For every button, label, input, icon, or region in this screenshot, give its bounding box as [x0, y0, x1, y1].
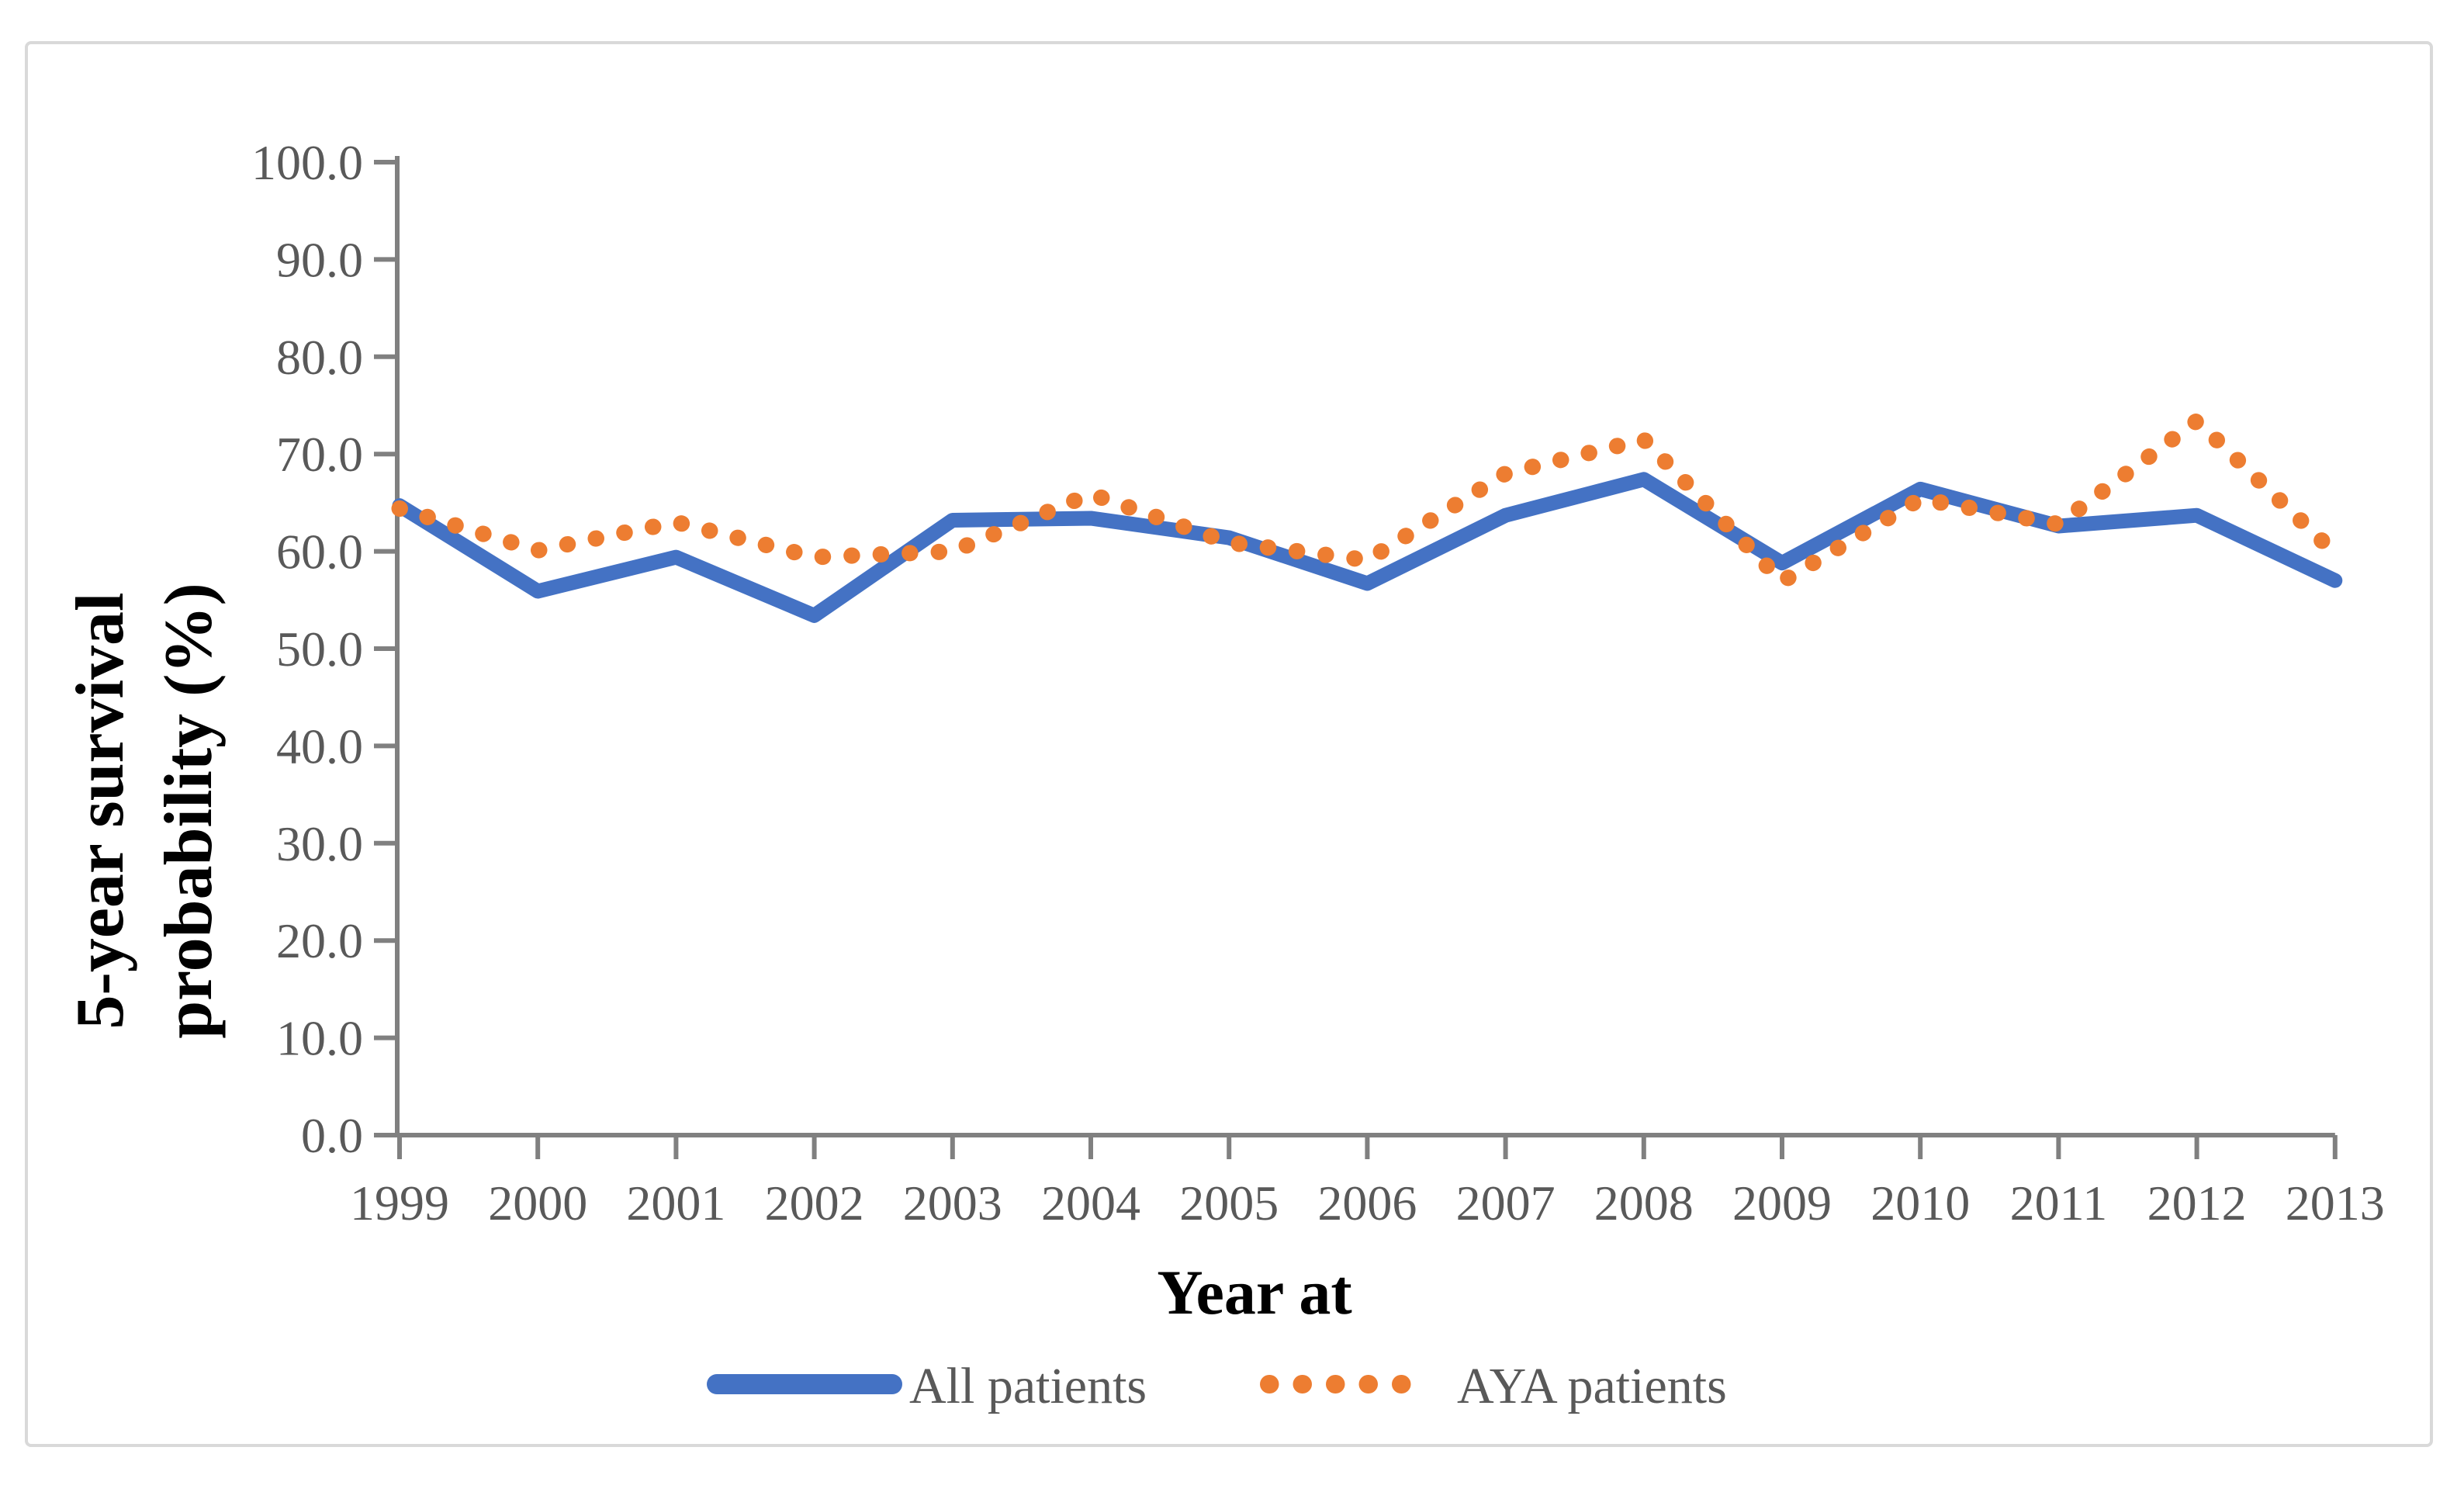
y-tick-label: 10.0 — [276, 1011, 363, 1066]
x-tick-label: 2012 — [2147, 1175, 2247, 1231]
x-axis-title: Year at — [1157, 1257, 1351, 1328]
y-tick-label: 0.0 — [301, 1108, 363, 1163]
y-tick-label: 100.0 — [251, 135, 363, 190]
y-axis-title-line2: probability (%) — [151, 583, 227, 1039]
x-tick-label: 2008 — [1594, 1175, 1694, 1231]
figure-border — [25, 41, 2433, 1447]
x-tick-label: 2010 — [1870, 1175, 1970, 1231]
y-tick-label: 20.0 — [276, 913, 363, 968]
x-tick-label: 2002 — [765, 1175, 864, 1231]
y-tick-label: 70.0 — [276, 427, 363, 482]
y-axis-title: 5-year survival probability (%) — [63, 583, 227, 1039]
plot-area: 0.0 10.0 20.0 30.0 40.0 50.0 60.0 70.0 80.0 90.0 1… — [251, 135, 2385, 1231]
legend-item-all-patients: All patients — [707, 1358, 1147, 1414]
x-tick-label: 2000 — [488, 1175, 587, 1231]
legend: All patients AYA patients — [707, 1358, 1727, 1414]
x-tick-label: 2009 — [1732, 1175, 1832, 1231]
legend-item-aya-patients: AYA patients — [1260, 1358, 1727, 1414]
x-tick-label: 2001 — [626, 1175, 725, 1231]
x-tick-label: 2005 — [1179, 1175, 1279, 1231]
series-line-all-patients — [392, 472, 2343, 623]
y-tick-label: 60.0 — [276, 525, 363, 580]
x-tick-label: 2006 — [1317, 1175, 1417, 1231]
y-tick-label: 90.0 — [276, 232, 363, 287]
x-tick-label: 2003 — [903, 1175, 1002, 1231]
x-tick-label: 2004 — [1041, 1175, 1140, 1231]
x-tick-label: 2011 — [2010, 1175, 2108, 1231]
y-tick-label: 50.0 — [276, 621, 363, 677]
y-tick-label: 80.0 — [276, 330, 363, 385]
x-tick-label: 2013 — [2286, 1175, 2385, 1231]
x-tick-label: 2007 — [1456, 1175, 1556, 1231]
legend-label-aya-patients: AYA patients — [1457, 1358, 1727, 1414]
x-tick-label: 1999 — [350, 1175, 449, 1231]
y-tick-label: 30.0 — [276, 816, 363, 871]
legend-label-all-patients: All patients — [909, 1358, 1147, 1414]
y-axis-title-line1: 5-year survival — [63, 593, 138, 1030]
y-tick-label: 40.0 — [276, 718, 363, 774]
